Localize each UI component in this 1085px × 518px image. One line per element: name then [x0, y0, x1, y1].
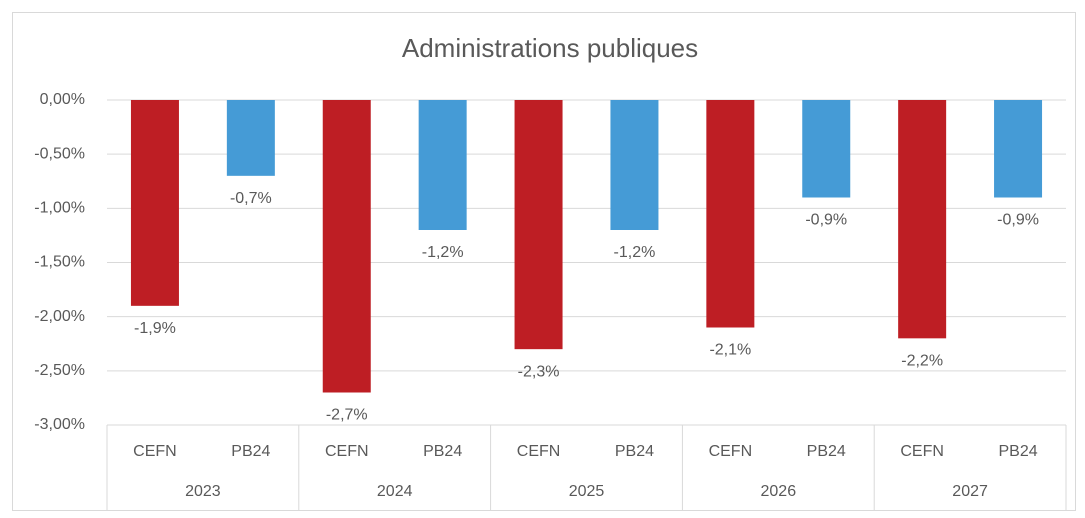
y-tick-label: -3,00% — [34, 416, 85, 433]
x-tick-label: PB24 — [231, 443, 270, 460]
bar — [802, 100, 851, 198]
x-tick-label: PB24 — [998, 443, 1037, 460]
data-label: -2,2% — [901, 353, 943, 370]
x-group-label: 2024 — [377, 483, 413, 500]
bar — [706, 100, 755, 328]
x-group-label: 2027 — [952, 483, 988, 500]
y-tick-label: 0,00% — [40, 91, 85, 108]
data-label: -2,3% — [518, 363, 560, 380]
x-group-label: 2025 — [569, 483, 605, 500]
bar — [130, 100, 179, 306]
x-tick-label: PB24 — [615, 443, 654, 460]
data-label: -1,2% — [614, 244, 656, 261]
data-label: -0,9% — [805, 212, 847, 229]
y-tick-label: -2,50% — [34, 362, 85, 379]
y-tick-label: -2,00% — [34, 308, 85, 325]
bar — [994, 100, 1043, 198]
bar — [610, 100, 659, 230]
x-tick-label: PB24 — [807, 443, 846, 460]
x-tick-label: CEFN — [133, 443, 177, 460]
x-group-label: 2026 — [761, 483, 797, 500]
x-tick-label: CEFN — [900, 443, 944, 460]
x-tick-label: PB24 — [423, 443, 462, 460]
data-label: -0,9% — [997, 212, 1039, 229]
bar — [898, 100, 947, 339]
y-tick-label: -0,50% — [34, 145, 85, 162]
x-tick-label: CEFN — [325, 443, 369, 460]
y-tick-label: -1,00% — [34, 200, 85, 217]
x-group-label: 2023 — [185, 483, 221, 500]
data-label: -2,1% — [709, 342, 751, 359]
y-tick-label: -1,50% — [34, 254, 85, 271]
data-label: -0,7% — [230, 190, 272, 207]
bar — [322, 100, 371, 393]
data-label: -2,7% — [326, 407, 368, 424]
bar — [418, 100, 467, 230]
data-label: -1,2% — [422, 244, 464, 261]
bar — [514, 100, 563, 350]
data-label: -1,9% — [134, 320, 176, 337]
chart-title: Administrations publiques — [402, 33, 698, 63]
x-tick-label: CEFN — [517, 443, 561, 460]
x-tick-label: CEFN — [709, 443, 753, 460]
bar — [226, 100, 275, 176]
